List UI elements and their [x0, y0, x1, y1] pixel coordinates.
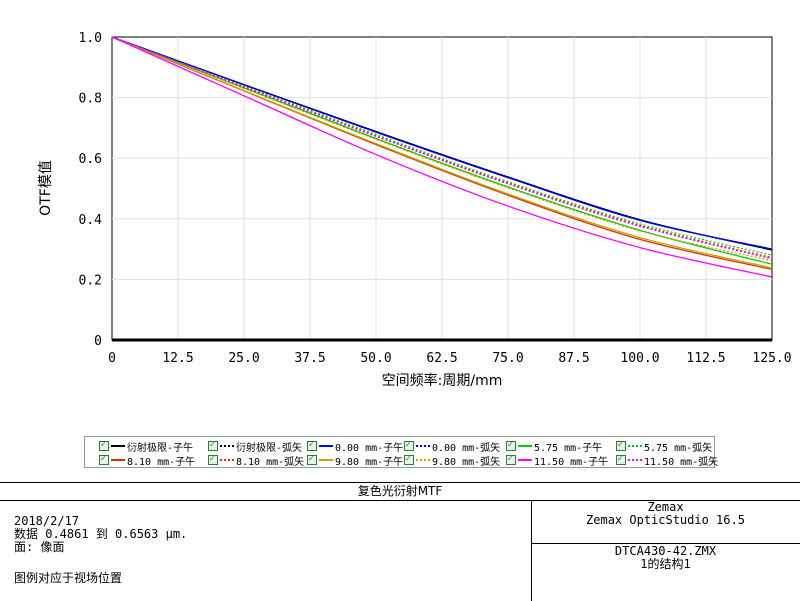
checkbox-icon[interactable]: [404, 453, 414, 465]
checkbox-icon[interactable]: [616, 453, 626, 465]
series-line-10: [111, 36, 773, 278]
checkbox-icon[interactable]: [307, 439, 317, 451]
legend-swatch: [518, 445, 532, 447]
y-tick-label: 0: [94, 334, 102, 349]
legend-item-4[interactable]: 5.75 mm-子午: [506, 439, 603, 454]
y-tick-label: 0.4: [79, 213, 103, 228]
legend-label: 11.50 mm-子午: [534, 456, 609, 468]
legend-swatch: [628, 445, 642, 447]
legend-label: 8.10 mm-子午: [127, 456, 196, 468]
footer-software: Zemax OpticStudio 16.5: [586, 513, 745, 527]
footer-data-range: 数据 0.4861 到 0.6563 µm.: [14, 527, 188, 541]
legend-swatch: [111, 459, 125, 461]
chart-legend: 衍射极限-子午 衍射极限-弧矢 0.00 mm-子午 0.00 mm-弧矢 5.75 m…: [84, 436, 719, 468]
legend-item-0[interactable]: 衍射极限-子午: [99, 439, 194, 454]
legend-item-3[interactable]: 0.00 mm-弧矢: [404, 439, 501, 454]
series-line-9: [111, 36, 773, 262]
legend-item-8[interactable]: 9.80 mm-子午: [307, 453, 404, 468]
x-tick-label: 100.0: [620, 351, 659, 366]
x-tick-label: 0: [108, 351, 116, 366]
series-line-8: [111, 36, 773, 269]
y-axis-label: OTF模值: [38, 160, 54, 216]
legend-label: 0.00 mm-子午: [335, 442, 404, 454]
y-tick-label: 1.0: [79, 31, 102, 46]
footer-title: 复色光衍射MTF: [0, 483, 800, 501]
checkbox-icon[interactable]: [307, 453, 317, 465]
x-axis-label: 空间频率:周期/mm: [382, 372, 503, 389]
legend-item-6[interactable]: 8.10 mm-子午: [99, 453, 196, 468]
checkbox-icon[interactable]: [506, 453, 516, 465]
y-tick-label: 0.8: [79, 92, 102, 107]
footer-horizontal-divider: [531, 543, 800, 544]
legend-item-9[interactable]: 9.80 mm-弧矢: [404, 453, 501, 468]
legend-label: 9.80 mm-子午: [335, 456, 404, 468]
footer-filename: DTCA430-42.ZMX: [614, 544, 717, 558]
checkbox-icon[interactable]: [208, 439, 218, 451]
footer-date: 2018/2/17: [14, 514, 80, 528]
legend-label: 衍射极限-弧矢: [236, 442, 303, 454]
x-tick-label: 125.0: [752, 351, 791, 366]
checkbox-icon[interactable]: [616, 439, 626, 451]
footer-software-info: Zemax Zemax OpticStudio 16.5: [531, 501, 800, 527]
footer-file-info: DTCA430-42.ZMX 1的结构1: [531, 545, 800, 571]
legend-item-11[interactable]: 11.50 mm-弧矢: [616, 453, 719, 468]
footer-config: 1的结构1: [640, 557, 691, 571]
legend-swatch: [628, 459, 642, 461]
tick-labels: 0 12.5 25.0 37.5 50.0 62.5 75.0 87.5 100.0 112.5 1…: [79, 31, 792, 366]
series-lines: [111, 36, 773, 278]
checkbox-icon[interactable]: [99, 453, 109, 465]
x-tick-label: 75.0: [492, 351, 523, 366]
series-line-2: [111, 36, 773, 250]
legend-item-10[interactable]: 11.50 mm-子午: [506, 453, 609, 468]
legend-label: 11.50 mm-弧矢: [644, 456, 719, 468]
legend-label: 0.00 mm-弧矢: [432, 442, 501, 454]
legend-swatch: [518, 459, 532, 461]
checkbox-icon[interactable]: [99, 439, 109, 451]
series-line-11: [111, 36, 773, 260]
checkbox-icon[interactable]: [208, 453, 218, 465]
legend-swatch: [416, 459, 430, 461]
y-tick-label: 0.2: [79, 273, 102, 288]
checkbox-icon[interactable]: [404, 439, 414, 451]
legend-swatch: [319, 459, 333, 461]
footer-surface: 面: 像面: [14, 540, 65, 554]
legend-label: 5.75 mm-弧矢: [644, 442, 713, 454]
footer-info-panel: 复色光衍射MTF 2018/2/17 数据 0.4861 到 0.6563 µm…: [0, 482, 800, 601]
mtf-chart: 0 12.5 25.0 37.5 50.0 62.5 75.0 87.5 100.0 112.5 1…: [38, 31, 792, 389]
legend-item-1[interactable]: 衍射极限-弧矢: [208, 439, 303, 454]
legend-label: 5.75 mm-子午: [534, 442, 603, 454]
footer-details: 2018/2/17 数据 0.4861 到 0.6563 µm. 面: 像面: [14, 515, 187, 554]
legend-swatch: [220, 445, 234, 447]
x-tick-label: 87.5: [558, 351, 589, 366]
x-tick-label: 12.5: [162, 351, 193, 366]
legend-label: 8.10 mm-弧矢: [236, 456, 305, 468]
checkbox-icon[interactable]: [506, 439, 516, 451]
legend-swatch: [111, 445, 125, 447]
legend-label: 衍射极限-子午: [127, 442, 194, 454]
legend-item-7[interactable]: 8.10 mm-弧矢: [208, 453, 305, 468]
legend-item-5[interactable]: 5.75 mm-弧矢: [616, 439, 713, 454]
legend-swatch: [220, 459, 234, 461]
footer-vertical-divider: [531, 500, 532, 601]
y-tick-label: 0.6: [79, 152, 102, 167]
legend-label: 9.80 mm-弧矢: [432, 456, 501, 468]
footer-legend-note: 图例对应于视场位置: [14, 571, 123, 585]
x-tick-label: 25.0: [228, 351, 259, 366]
x-tick-label: 62.5: [426, 351, 457, 366]
legend-swatch: [416, 445, 430, 447]
legend-swatch: [319, 445, 333, 447]
x-tick-label: 50.0: [360, 351, 391, 366]
legend-item-2[interactable]: 0.00 mm-子午: [307, 439, 404, 454]
x-tick-label: 37.5: [294, 351, 325, 366]
footer-vendor: Zemax: [647, 500, 684, 514]
x-tick-label: 112.5: [686, 351, 725, 366]
